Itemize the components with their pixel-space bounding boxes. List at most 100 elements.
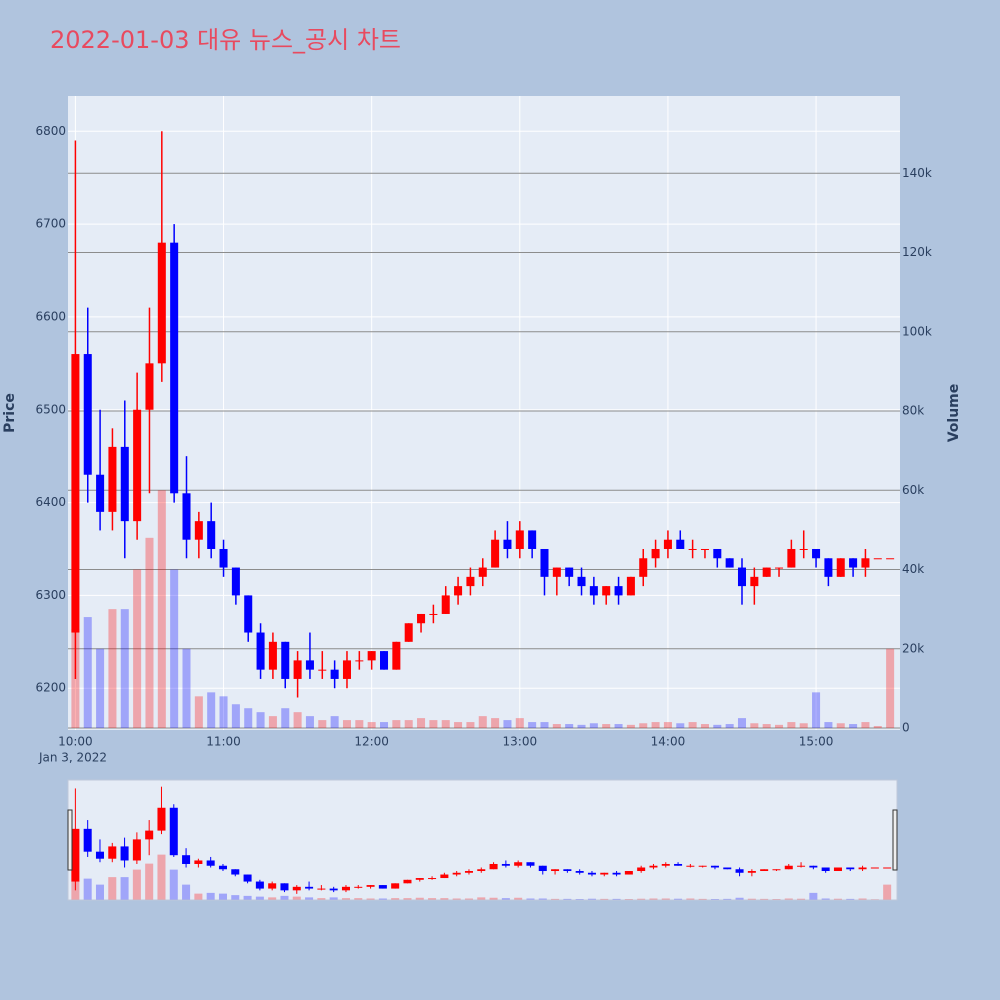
rangeslider-body	[280, 883, 289, 891]
rangeslider-volume-bar	[514, 897, 523, 900]
volume-bar	[725, 724, 734, 729]
volume-bar	[194, 696, 203, 729]
volume-bar	[540, 722, 549, 729]
candle-body	[441, 595, 450, 614]
volume-bar	[886, 648, 895, 729]
candle-body	[268, 641, 277, 670]
volume-bar	[602, 724, 611, 729]
candle-body	[836, 558, 845, 577]
rangeslider-volume-bar	[108, 877, 117, 900]
candle-body	[380, 651, 389, 670]
rangeslider-volume-bar	[563, 898, 572, 900]
y-tick-label: 6200	[35, 681, 66, 695]
volume-bar	[651, 722, 660, 729]
rangeslider-body	[477, 869, 486, 872]
volume-bar	[120, 609, 129, 729]
candle-body	[663, 539, 672, 549]
rangeslider-handle[interactable]	[67, 809, 73, 871]
rangeslider-volume-bar	[612, 898, 621, 900]
volume-bar	[614, 724, 623, 729]
volume-bar	[787, 722, 796, 729]
volume-bar	[182, 648, 191, 729]
candle-body	[491, 539, 500, 568]
volume-bar	[626, 724, 635, 729]
rangeslider-body	[587, 872, 596, 875]
rangeslider-body	[551, 869, 560, 872]
volume-bar	[392, 720, 401, 729]
candle-body	[231, 567, 240, 596]
y2-tick-label: 20k	[902, 641, 924, 655]
y-tick-label: 6500	[35, 402, 66, 416]
rangeslider-volume-bar	[378, 898, 387, 900]
rangeslider-volume-bar	[674, 898, 683, 900]
x-tick-label: 14:00	[651, 735, 686, 749]
rangeslider-volume-bar	[218, 893, 227, 900]
volume-bar	[639, 723, 648, 729]
rangeslider-body	[821, 867, 830, 872]
rangeslider-body	[354, 886, 363, 888]
candle-body	[639, 558, 648, 577]
candle-body	[219, 548, 228, 568]
rangeslider-body	[710, 865, 719, 868]
candle-body	[503, 539, 512, 549]
volume-bar	[170, 569, 179, 729]
candle-body	[565, 567, 574, 577]
candle-body	[589, 586, 598, 596]
volume-bar	[318, 720, 327, 729]
rangeslider-volume-bar	[415, 897, 424, 900]
rangeslider-body	[157, 807, 166, 831]
rangeslider-body	[329, 888, 338, 891]
volume-bar	[812, 692, 821, 729]
rangeslider-volume-bar	[526, 898, 535, 900]
rangeslider-volume-bar	[329, 897, 338, 900]
candle-body	[787, 548, 796, 568]
volume-bar	[96, 648, 105, 729]
volume-bar	[478, 716, 487, 729]
rangeslider-volume-bar	[575, 899, 584, 900]
rangeslider-volume-bar	[354, 898, 363, 900]
rangeslider-body	[772, 869, 781, 871]
x-tick-label: 13:00	[503, 735, 538, 749]
rangeslider-volume-bar	[452, 898, 461, 900]
rangeslider-body	[194, 860, 203, 864]
volume-bar	[577, 724, 586, 729]
rangeslider-volume-bar	[637, 898, 646, 900]
rangeslider-body	[169, 807, 178, 856]
candle-body	[873, 558, 882, 560]
candle-body	[725, 558, 734, 568]
rangeslider-body	[514, 862, 523, 866]
candle-body	[626, 576, 635, 596]
volume-bar	[836, 723, 845, 729]
y2-axis-title: Volume	[946, 384, 962, 443]
candle-body	[577, 576, 586, 587]
rangeslider-volume-bar	[231, 895, 240, 900]
volume-bar	[565, 724, 574, 729]
rangeslider-body	[452, 872, 461, 875]
volume-bar	[231, 704, 240, 729]
rangeslider[interactable]	[67, 779, 898, 901]
rangeslider-body	[231, 869, 240, 875]
rangeslider-body	[600, 872, 609, 875]
candle-body	[540, 548, 549, 577]
volume-bar	[454, 722, 463, 729]
volume-bar	[157, 490, 166, 729]
rangeslider-volume-bar	[464, 898, 473, 900]
candle-body	[392, 641, 401, 670]
x-date-label: Jan 3, 2022	[38, 751, 107, 765]
rangeslider-volume-bar	[858, 898, 867, 900]
rangeslider-handle[interactable]	[892, 809, 898, 871]
rangeslider-volume-bar	[760, 898, 769, 900]
rangeslider-volume-bar	[501, 898, 510, 900]
candle-body	[824, 558, 833, 577]
rangeslider-body	[255, 881, 264, 889]
rangeslider-volume-bar	[846, 898, 855, 900]
volume-bar	[207, 692, 216, 729]
rangeslider-body	[366, 885, 375, 887]
rangeslider-volume-bar	[723, 898, 732, 900]
volume-bar	[355, 720, 364, 729]
rangeslider-body	[612, 872, 621, 875]
candle-body	[515, 530, 524, 549]
rangeslider-body	[723, 867, 732, 870]
rangeslider-volume-bar	[809, 892, 818, 900]
candle-body	[466, 576, 475, 587]
